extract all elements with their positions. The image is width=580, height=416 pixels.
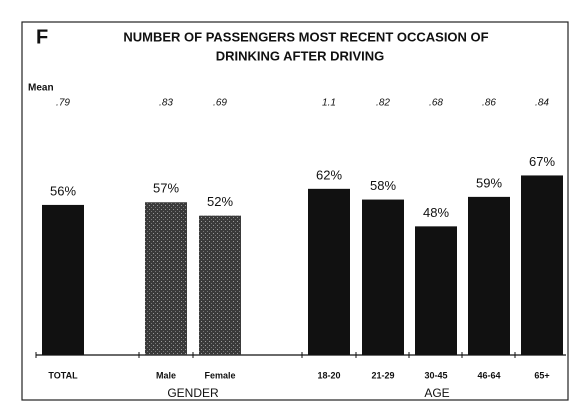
value-label: 67% <box>529 154 555 169</box>
group-label: AGE <box>424 386 449 400</box>
mean-value: .86 <box>482 98 496 109</box>
chart-title: NUMBER OF PASSENGERS MOST RECENT OCCASIO… <box>123 29 488 44</box>
x-tick-label: 46-64 <box>477 370 500 380</box>
frame <box>21 21 569 401</box>
mean-value: 1.1 <box>322 98 336 109</box>
bar <box>521 175 563 355</box>
value-label: 58% <box>370 178 396 193</box>
mean-value: .83 <box>159 98 173 109</box>
value-label: 48% <box>423 205 449 220</box>
value-label: 57% <box>153 181 179 196</box>
chart-title-line2: DRINKING AFTER DRIVING <box>216 48 385 63</box>
group-label: GENDER <box>167 386 219 400</box>
bar <box>468 196 510 355</box>
mean-value: .84 <box>535 98 549 109</box>
mean-value: .69 <box>213 98 227 109</box>
x-tick-label: 65+ <box>534 370 549 380</box>
value-label: 62% <box>316 167 342 182</box>
x-tick-label: 30-45 <box>424 370 447 380</box>
mean-value: .68 <box>429 98 443 109</box>
panel-label: F <box>36 26 48 48</box>
x-tick-label: 21-29 <box>371 370 394 380</box>
value-label: 56% <box>50 183 76 198</box>
bar <box>42 204 84 355</box>
mean-label: Mean <box>28 83 54 94</box>
bar <box>362 199 404 355</box>
value-label: 52% <box>207 194 233 209</box>
bar <box>308 188 350 355</box>
value-label: 59% <box>476 175 502 190</box>
x-tick-label: Female <box>204 370 235 380</box>
x-tick-label: 18-20 <box>317 370 340 380</box>
mean-value: .82 <box>376 98 390 109</box>
mean-value: .79 <box>56 98 70 109</box>
bar <box>145 202 187 355</box>
bar <box>415 226 457 355</box>
x-tick-label: Male <box>156 370 176 380</box>
bar <box>199 215 241 355</box>
x-tick-label: TOTAL <box>48 370 78 380</box>
